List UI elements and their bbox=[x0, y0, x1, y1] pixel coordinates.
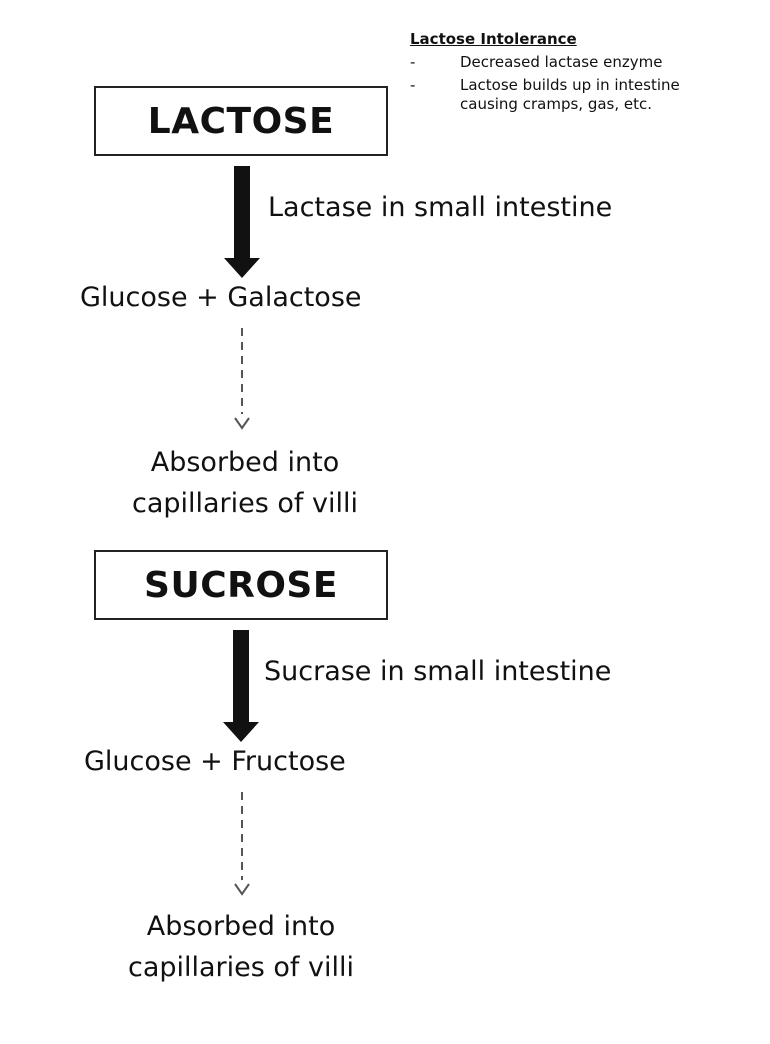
absorb-line: capillaries of villi bbox=[131, 488, 359, 519]
sucrose-products: Glucose + Fructose bbox=[84, 746, 346, 777]
lactose-box: LACTOSE bbox=[94, 86, 388, 156]
note-item: - Decreased lactase enzyme bbox=[410, 53, 760, 72]
solid-arrow bbox=[224, 166, 260, 278]
sucrose-box: SUCROSE bbox=[94, 550, 388, 620]
note-item-text: Decreased lactase enzyme bbox=[460, 53, 663, 71]
note-item: - Lactose builds up in intestine causing… bbox=[410, 76, 760, 114]
sucrose-absorption: Absorbed into capillaries of villi bbox=[76, 906, 406, 988]
lactase-label: Lactase in small intestine bbox=[268, 192, 613, 223]
note-bullet: - bbox=[410, 76, 416, 94]
sucrase-label: Sucrase in small intestine bbox=[264, 656, 612, 687]
lactose-absorption: Absorbed into capillaries of villi bbox=[80, 442, 410, 524]
note-bullet: - bbox=[410, 53, 416, 71]
absorb-line: capillaries of villi bbox=[127, 952, 355, 983]
dashed-arrow bbox=[234, 792, 250, 896]
lactose-products: Glucose + Galactose bbox=[80, 282, 362, 313]
absorb-line: Absorbed into bbox=[146, 911, 336, 942]
dashed-arrow bbox=[234, 328, 250, 430]
absorb-line: Absorbed into bbox=[150, 447, 340, 478]
note-item-text: Lactose builds up in intestine causing c… bbox=[460, 76, 680, 113]
note-title: Lactose Intolerance bbox=[410, 30, 577, 48]
solid-arrow bbox=[223, 630, 259, 742]
lactose-intolerance-note: Lactose Intolerance - Decreased lactase … bbox=[410, 30, 760, 114]
